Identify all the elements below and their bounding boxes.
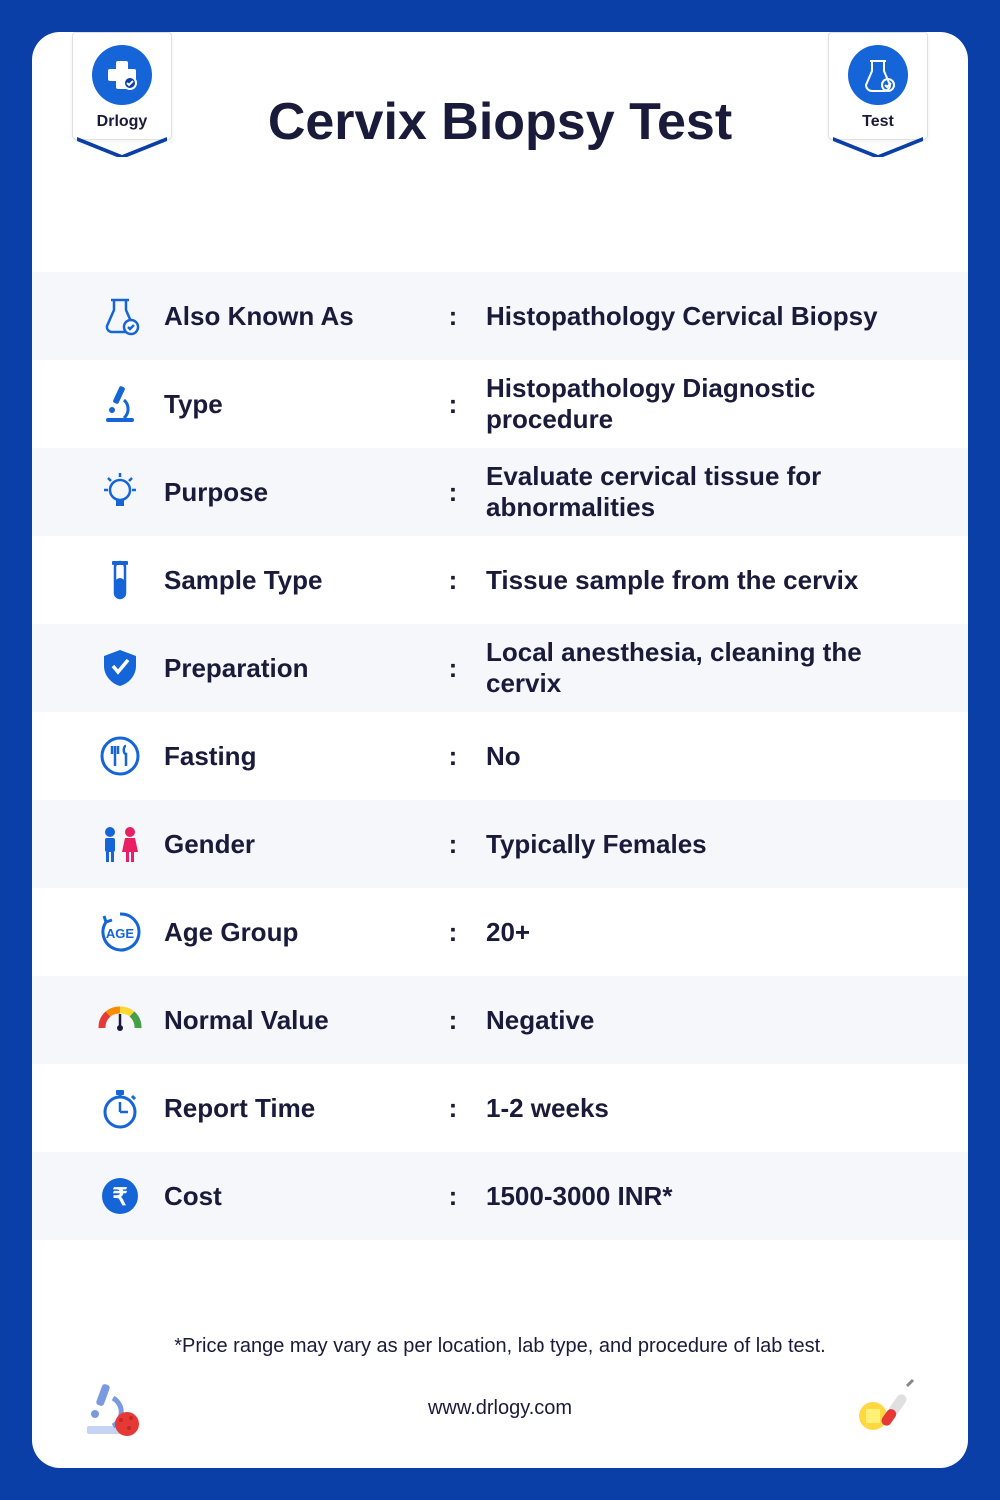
row-value: Typically Females: [468, 829, 908, 860]
row-colon: :: [438, 741, 468, 772]
left-badge: Drlogy: [72, 32, 172, 140]
right-badge-label: Test: [862, 113, 894, 131]
test-flask-icon: [848, 45, 908, 105]
test-tube-icon: [92, 558, 148, 602]
row-value: Local anesthesia, cleaning the cervix: [468, 637, 908, 699]
row-preparation: Preparation : Local anesthesia, cleaning…: [32, 624, 968, 712]
row-label: Sample Type: [148, 565, 438, 596]
row-sample-type: Sample Type : Tissue sample from the cer…: [32, 536, 968, 624]
row-age-group: AGE Age Group : 20+: [32, 888, 968, 976]
row-value: 1-2 weeks: [468, 1093, 908, 1124]
row-value: 1500-3000 INR*: [468, 1181, 908, 1212]
row-label: Purpose: [148, 477, 438, 508]
flask-check-icon: [92, 294, 148, 338]
page-title: Cervix Biopsy Test: [172, 92, 828, 152]
info-rows: Also Known As : Histopathology Cervical …: [32, 272, 968, 1307]
row-colon: :: [438, 477, 468, 508]
row-colon: :: [438, 1093, 468, 1124]
row-report-time: Report Time : 1-2 weeks: [32, 1064, 968, 1152]
svg-text:₹: ₹: [112, 1184, 127, 1211]
ribbon-icon: [833, 137, 923, 157]
shield-check-icon: [92, 646, 148, 690]
row-value: Histopathology Diagnostic procedure: [468, 373, 908, 435]
age-circle-icon: AGE: [92, 910, 148, 954]
row-label: Report Time: [148, 1093, 438, 1124]
row-value: Negative: [468, 1005, 908, 1036]
row-colon: :: [438, 917, 468, 948]
row-colon: :: [438, 829, 468, 860]
row-colon: :: [438, 1181, 468, 1212]
syringe-pills-icon: [848, 1378, 928, 1438]
row-also-known-as: Also Known As : Histopathology Cervical …: [32, 272, 968, 360]
card-header: Drlogy Cervix Biopsy Test Test: [32, 32, 968, 272]
disclaimer-text: *Price range may vary as per location, l…: [32, 1307, 968, 1368]
row-normal-value: Normal Value : Negative: [32, 976, 968, 1064]
row-purpose: Purpose : Evaluate cervical tissue for a…: [32, 448, 968, 536]
row-label: Type: [148, 389, 438, 420]
microscope-icon: [92, 382, 148, 426]
stopwatch-icon: [92, 1086, 148, 1130]
left-badge-label: Drlogy: [97, 113, 148, 131]
row-colon: :: [438, 565, 468, 596]
card-footer: www.drlogy.com: [32, 1368, 968, 1468]
row-label: Age Group: [148, 917, 438, 948]
row-colon: :: [438, 301, 468, 332]
row-label: Fasting: [148, 741, 438, 772]
rupee-icon: ₹: [92, 1174, 148, 1218]
microscope-footer-icon: [72, 1378, 152, 1438]
row-value: 20+: [468, 917, 908, 948]
row-label: Gender: [148, 829, 438, 860]
no-food-icon: [92, 734, 148, 778]
right-badge: Test: [828, 32, 928, 140]
row-label: Also Known As: [148, 301, 438, 332]
row-cost: ₹ Cost : 1500-3000 INR*: [32, 1152, 968, 1240]
gauge-icon: [92, 998, 148, 1042]
row-gender: Gender : Typically Females: [32, 800, 968, 888]
gender-icon: [92, 822, 148, 866]
row-value: No: [468, 741, 908, 772]
row-value: Histopathology Cervical Biopsy: [468, 301, 908, 332]
row-type: Type : Histopathology Diagnostic procedu…: [32, 360, 968, 448]
row-value: Evaluate cervical tissue for abnormaliti…: [468, 461, 908, 523]
ribbon-icon: [77, 137, 167, 157]
row-label: Preparation: [148, 653, 438, 684]
svg-text:AGE: AGE: [106, 926, 135, 941]
row-colon: :: [438, 653, 468, 684]
row-label: Normal Value: [148, 1005, 438, 1036]
row-colon: :: [438, 1005, 468, 1036]
row-fasting: Fasting : No: [32, 712, 968, 800]
drlogy-logo-icon: [92, 45, 152, 105]
lightbulb-icon: [92, 470, 148, 514]
row-colon: :: [438, 389, 468, 420]
footer-url: www.drlogy.com: [152, 1397, 848, 1420]
row-value: Tissue sample from the cervix: [468, 565, 908, 596]
row-label: Cost: [148, 1181, 438, 1212]
info-card: Drlogy Cervix Biopsy Test Test: [32, 32, 968, 1468]
